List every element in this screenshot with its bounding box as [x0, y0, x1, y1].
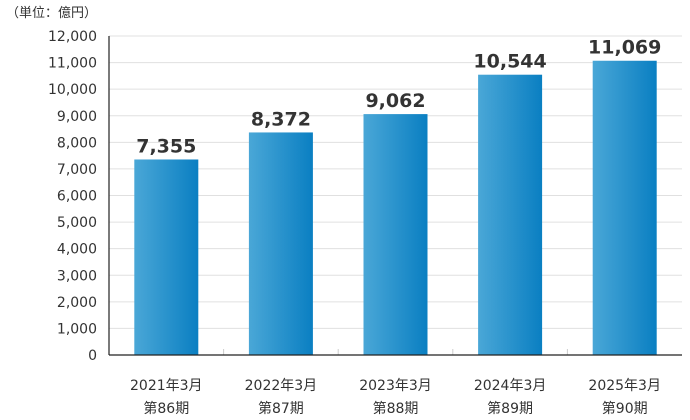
x-tick-label: 第87期 — [258, 400, 304, 417]
x-tick-label: 2024年3月 — [474, 378, 547, 394]
bar — [134, 159, 199, 355]
y-tick-label: 5,000 — [57, 215, 97, 231]
x-tick-label: 2025年3月 — [588, 378, 661, 394]
bar — [592, 60, 657, 355]
y-tick-label: 7,000 — [57, 162, 97, 178]
y-tick-label: 3,000 — [57, 268, 97, 284]
x-tick-label: 第90期 — [602, 400, 648, 417]
bars — [134, 60, 657, 356]
x-tick-label: 第88期 — [373, 400, 419, 417]
data-label: 11,069 — [588, 37, 661, 59]
y-tick-label: 1,000 — [57, 321, 97, 337]
bar — [248, 132, 313, 355]
y-tick-label: 0 — [88, 348, 97, 364]
data-label: 7,355 — [136, 135, 196, 157]
y-tick-label: 9,000 — [57, 109, 97, 125]
x-tick-label: 第86期 — [143, 400, 189, 417]
x-tick-label: 第89期 — [487, 400, 533, 417]
y-tick-label: 2,000 — [57, 295, 97, 311]
y-tick-label: 8,000 — [57, 135, 97, 151]
data-label: 9,062 — [365, 90, 425, 112]
y-tick-label: 10,000 — [48, 82, 97, 98]
y-tick-label: 6,000 — [57, 189, 97, 205]
y-tick-label: 4,000 — [57, 242, 97, 258]
bar — [363, 114, 428, 355]
axes — [108, 36, 682, 356]
data-label: 8,372 — [251, 108, 311, 130]
x-tick-label: 2022年3月 — [245, 378, 318, 394]
bar — [478, 74, 543, 356]
y-tick-label: 12,000 — [48, 29, 97, 45]
x-tick-label: 2021年3月 — [130, 378, 203, 394]
y-tick-label: 11,000 — [48, 56, 97, 72]
data-label: 10,544 — [473, 51, 546, 73]
unit-label: （単位：億円） — [6, 6, 98, 21]
x-tick-label: 2023年3月 — [359, 378, 432, 394]
data-labels: 7,355 8,372 9,062 10,544 11,069 — [136, 37, 661, 158]
y-axis-ticks: 0 1,000 2,000 3,000 4,000 5,000 6,000 7,000 8,00… — [48, 29, 97, 364]
